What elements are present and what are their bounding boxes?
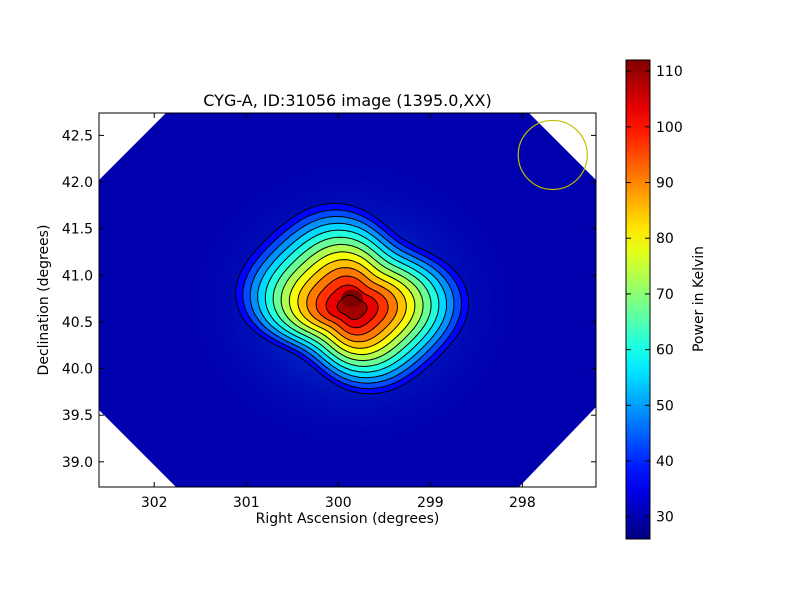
colorbar-tick-label: 30	[656, 510, 674, 526]
y-axis-label: Declination (degrees)	[36, 225, 52, 376]
contour-line	[288, 251, 416, 356]
contour-line	[280, 243, 424, 362]
y-tick-label: 39.0	[62, 455, 93, 471]
colorbar-tick-label: 50	[656, 398, 674, 414]
contour-line	[242, 209, 462, 390]
colorbar-label: Power in Kelvin	[691, 246, 707, 352]
colorbar-tick-label: 70	[656, 287, 674, 303]
contour-line	[272, 236, 432, 368]
y-tick-label: 41.5	[62, 222, 93, 238]
colorbar-fill	[626, 60, 650, 539]
contour-line	[325, 284, 379, 329]
x-axis-label: Right Ascension (degrees)	[256, 511, 440, 527]
y-tick-label: 42.5	[62, 128, 93, 144]
contour-line	[264, 229, 440, 373]
colorbar-tick-label: 100	[656, 120, 683, 136]
plot-area: 302 301 300 299 298 39.0 39.5 40.0 40.5 41.0 41.5…	[62, 112, 597, 511]
colorbar-tick-label: 80	[656, 231, 674, 247]
x-tick-label: 300	[325, 495, 352, 511]
contour-line	[235, 202, 469, 395]
x-axis: 302 301 300 299 298	[141, 113, 536, 511]
contour-line	[336, 294, 368, 321]
colorbar: 30 40 50 60 70 80 90 100 110 Power in Kelvin	[625, 59, 707, 540]
contour-line	[257, 222, 448, 379]
y-tick-label: 39.5	[62, 408, 93, 424]
y-axis: 39.0 39.5 40.0 40.5 41.0 41.5 42.0 42.5	[62, 128, 596, 471]
x-tick-label: 301	[233, 495, 260, 511]
x-tick-label: 299	[417, 495, 444, 511]
plot-frame	[98, 112, 597, 488]
contour-line	[306, 267, 398, 343]
contour-line	[249, 215, 455, 384]
colorbar-ticks: 30 40 50 60 70 80 90 100 110	[626, 64, 683, 526]
source-peak	[341, 289, 364, 308]
colorbar-tick-label: 90	[656, 176, 674, 192]
contour-line	[297, 259, 407, 349]
x-tick-label: 298	[509, 495, 536, 511]
y-tick-label: 40.0	[62, 362, 93, 378]
x-tick-label: 302	[141, 495, 168, 511]
chart-title: CYG-A, ID:31056 image (1395.0,XX)	[203, 91, 491, 110]
contour-line	[315, 275, 389, 336]
colorbar-tick-label: 60	[656, 343, 674, 359]
y-tick-label: 42.0	[62, 175, 93, 191]
beam-circle-outline	[517, 119, 588, 191]
y-tick-label: 41.0	[62, 268, 93, 284]
y-tick-label: 40.5	[62, 315, 93, 331]
beam-circle	[517, 119, 588, 191]
colorbar-frame	[625, 59, 651, 540]
contour-lines	[235, 202, 469, 395]
colorbar-tick-label: 40	[656, 454, 674, 470]
colorbar-tick-label: 110	[656, 64, 683, 80]
